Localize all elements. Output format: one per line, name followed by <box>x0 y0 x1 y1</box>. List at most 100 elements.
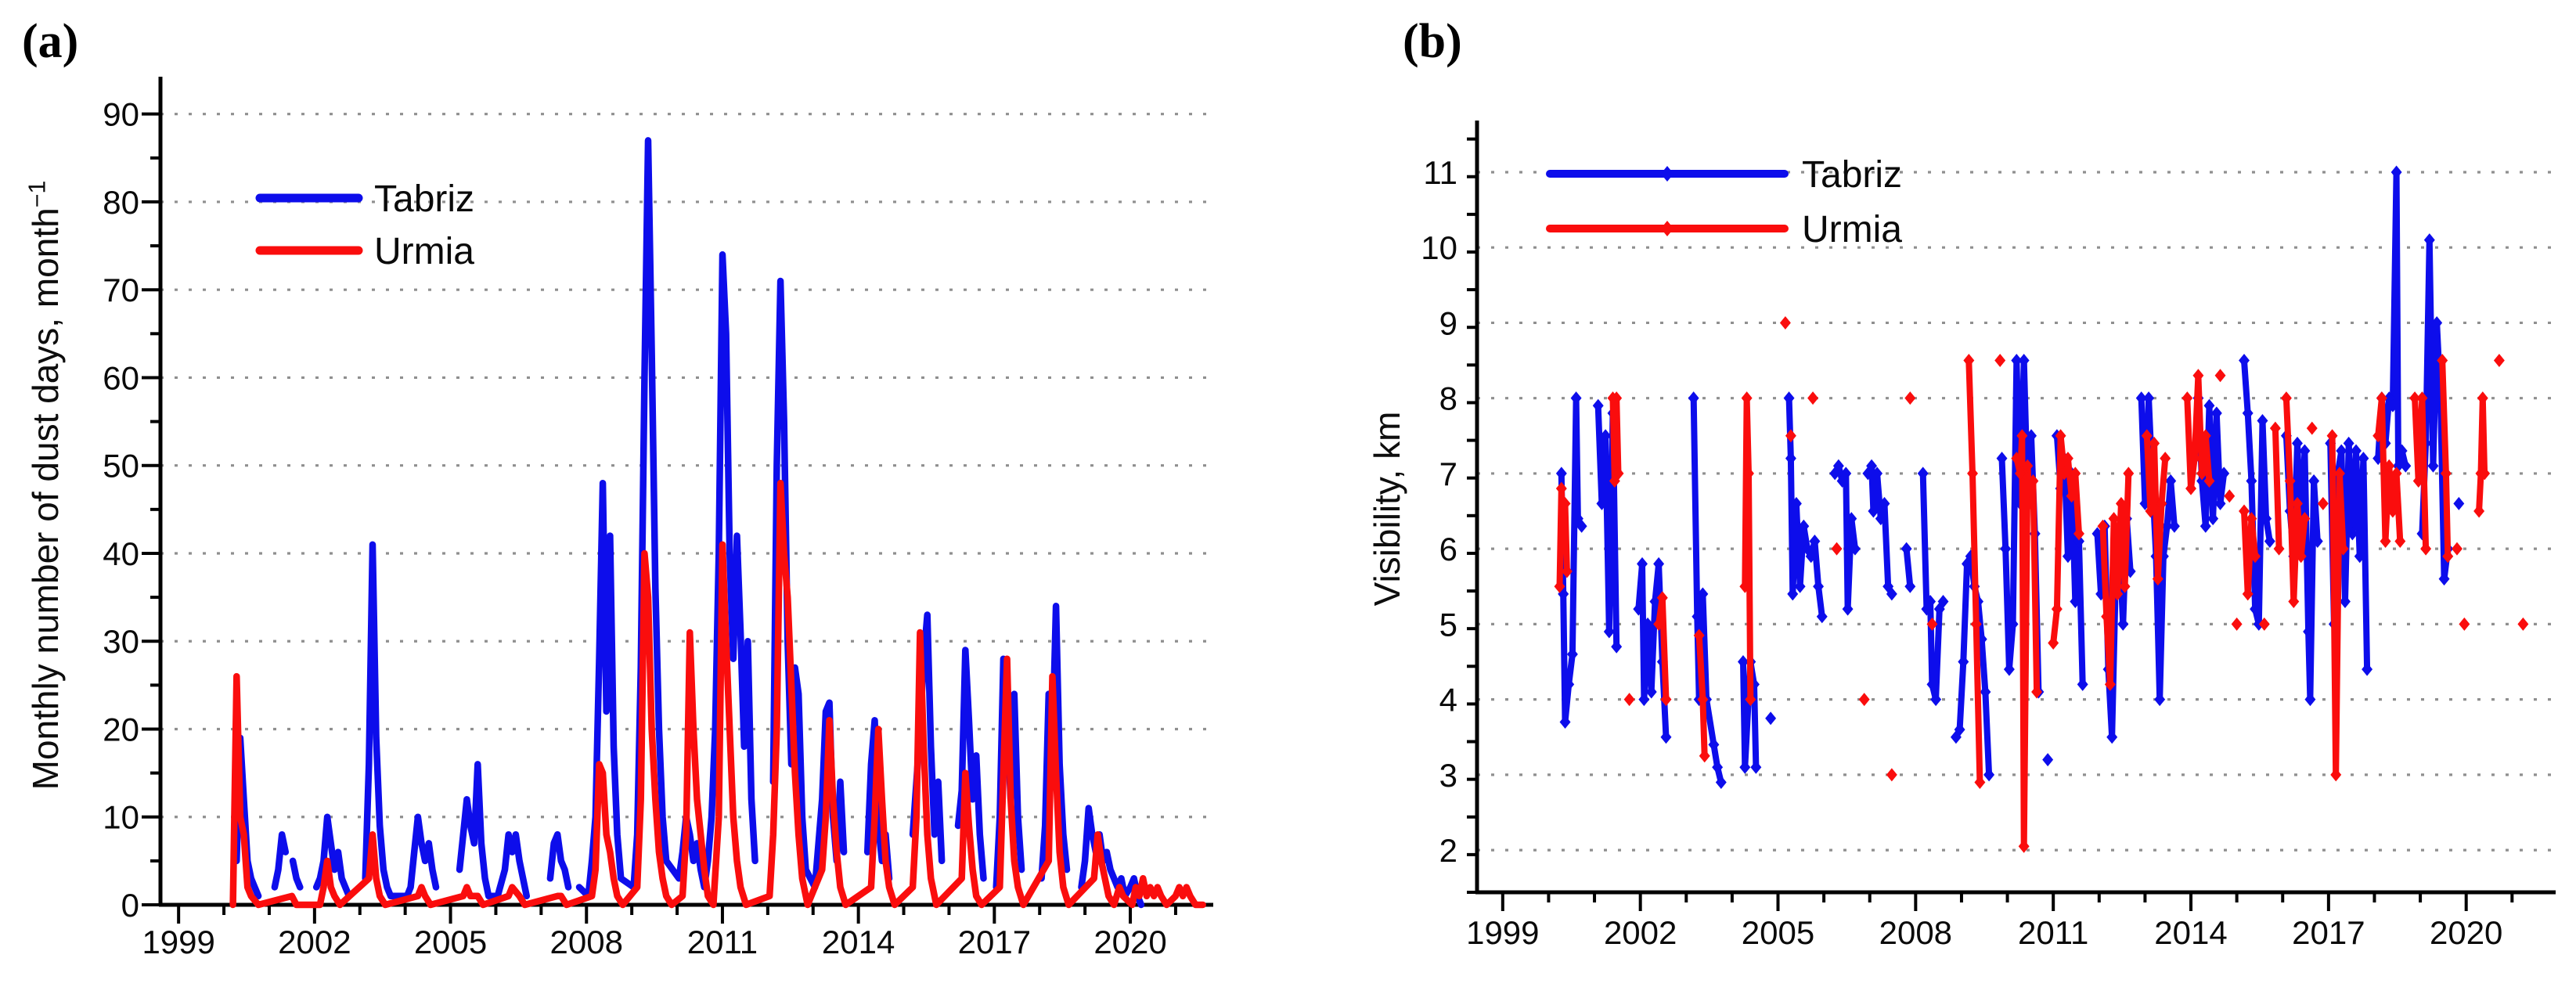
series-marker-tabriz <box>1996 452 2008 466</box>
series-marker-tabriz <box>2157 549 2169 564</box>
series-marker-tabriz <box>2431 315 2443 330</box>
series-marker-urmia <box>2101 610 2113 624</box>
series-marker-tabriz <box>1850 542 1861 556</box>
series-marker-tabriz <box>1950 730 1962 744</box>
series-marker-urmia <box>2380 535 2391 549</box>
x-tick-label-2005: 2005 <box>1742 914 1814 951</box>
series-marker-tabriz <box>1882 579 1894 593</box>
x-tick-label-2002: 2002 <box>278 924 351 960</box>
y-tick-label-0: 0 <box>121 887 139 924</box>
series-marker-tabriz <box>2109 572 2121 586</box>
series-marker-urmia <box>1886 768 1897 782</box>
series-marker-urmia <box>2517 617 2529 631</box>
y-tick-label-7: 7 <box>1439 456 1457 492</box>
series-marker-urmia <box>2295 549 2307 564</box>
series-marker-urmia <box>1994 354 2006 368</box>
series-marker-urmia <box>1743 466 1754 481</box>
series-marker-tabriz <box>2203 398 2215 412</box>
series-marker-tabriz <box>1611 639 1623 654</box>
series-marker-urmia <box>2416 391 2428 405</box>
series-marker-tabriz <box>1739 760 1751 774</box>
series-marker-tabriz <box>1660 730 1672 744</box>
series-marker-tabriz <box>2253 617 2264 631</box>
series-marker-tabriz <box>1637 557 1648 571</box>
series-marker-tabriz <box>1603 625 1615 639</box>
series-marker-urmia <box>2104 677 2116 691</box>
y-tick-label-40: 40 <box>103 535 139 572</box>
series-marker-urmia <box>2288 595 2300 609</box>
y-tick-label-70: 70 <box>103 272 139 308</box>
series-marker-urmia <box>2156 496 2167 510</box>
series-marker-tabriz <box>1576 519 1587 533</box>
series-marker-tabriz <box>1816 610 1828 624</box>
series-marker-tabriz <box>2362 662 2373 676</box>
series-marker-tabriz <box>1600 429 1612 443</box>
series-marker-urmia <box>1858 693 1870 707</box>
series-marker-urmia <box>1611 391 1623 405</box>
series-marker-tabriz <box>2062 549 2073 564</box>
series-marker-urmia <box>2141 429 2153 443</box>
series-line-urmia <box>229 479 1206 909</box>
series-marker-tabriz <box>2218 466 2230 481</box>
series-marker-urmia <box>2149 436 2160 450</box>
series-marker-urmia <box>2055 429 2066 443</box>
series-marker-tabriz <box>2011 354 2023 368</box>
y-tick-label-6: 6 <box>1439 531 1457 567</box>
series-marker-tabriz <box>2077 677 2088 691</box>
x-tick-label-2017: 2017 <box>2292 914 2365 951</box>
series-marker-tabriz <box>2168 519 2180 533</box>
panel-a-chart: 0 10 20 30 40 50 60 70 80 90 1999 2002 2005 2008 2011 2… <box>103 77 1213 960</box>
series-marker-urmia <box>1554 579 1565 593</box>
series-marker-urmia <box>2108 512 2120 526</box>
series-marker-urmia <box>2394 535 2406 549</box>
series-marker-urmia <box>2214 369 2226 383</box>
series-marker-tabriz <box>2007 617 2019 631</box>
series-marker-urmia <box>2115 496 2127 510</box>
series-marker-urmia <box>2440 466 2452 481</box>
series-marker-tabriz <box>1958 655 1969 669</box>
x-tick-label-2011: 2011 <box>2018 914 2088 951</box>
legend-marker-tabriz <box>1660 166 1674 182</box>
series-marker-urmia <box>2376 391 2387 405</box>
series-marker-urmia <box>2203 474 2215 488</box>
legend-marker-urmia <box>1660 221 1674 236</box>
series-marker-tabriz <box>2026 429 2037 443</box>
series-marker-tabriz <box>2095 587 2107 601</box>
series-marker-tabriz <box>2200 519 2211 533</box>
series-marker-tabriz <box>2207 512 2219 526</box>
series-marker-tabriz <box>1872 466 1883 481</box>
series-marker-urmia <box>2051 602 2063 616</box>
series-marker-urmia <box>2097 519 2109 533</box>
series-marker-tabriz <box>1649 595 1661 609</box>
series-marker-urmia <box>2231 617 2243 631</box>
series-marker-tabriz <box>1904 579 1916 593</box>
series-marker-tabriz <box>2210 406 2222 420</box>
series-marker-tabriz <box>2154 693 2166 707</box>
y-tick-label-9: 9 <box>1439 304 1457 341</box>
series-marker-urmia <box>2299 512 2311 526</box>
series-marker-urmia <box>2452 542 2463 556</box>
series-marker-tabriz <box>1900 542 1912 556</box>
series-marker-tabriz <box>2018 354 2030 368</box>
series-marker-urmia <box>1558 527 1569 541</box>
series-marker-tabriz <box>2073 535 2084 549</box>
series-marker-tabriz <box>1840 466 1852 481</box>
series-marker-urmia <box>2420 542 2432 556</box>
series-marker-urmia <box>2442 549 2454 564</box>
series-marker-urmia <box>2473 504 2485 518</box>
series-marker-urmia <box>2292 496 2303 510</box>
series-marker-tabriz <box>1555 466 1567 481</box>
y-tick-label-60: 60 <box>103 359 139 396</box>
x-tick-label-2008: 2008 <box>550 924 623 960</box>
series-marker-urmia <box>2477 391 2488 405</box>
series-marker-tabriz <box>2250 602 2261 616</box>
panel-b-chart: 2 3 4 5 6 7 8 9 10 11 1999 2002 2005 2008 2011 2014 2017… <box>1421 121 2556 951</box>
series-marker-tabriz <box>2124 564 2136 578</box>
series-marker-urmia <box>1741 391 1753 405</box>
series-marker-tabriz <box>2453 496 2465 510</box>
y-tick-label-3: 3 <box>1439 757 1457 794</box>
series-marker-urmia <box>2273 542 2285 556</box>
x-tick-label-1999: 1999 <box>142 924 214 960</box>
series-marker-tabriz <box>1559 715 1571 729</box>
